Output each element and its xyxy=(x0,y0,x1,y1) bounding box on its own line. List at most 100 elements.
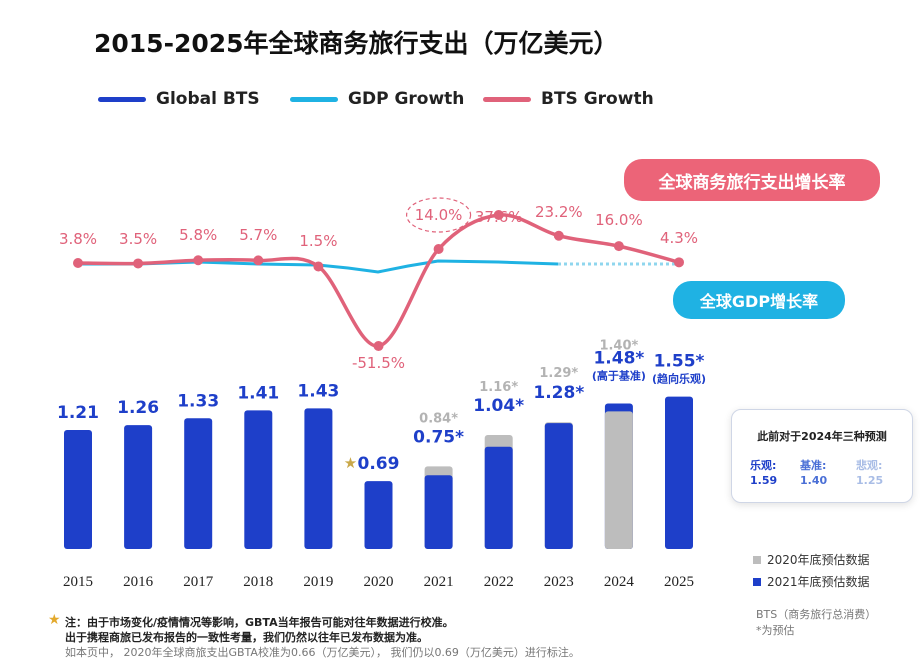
bar-2020 xyxy=(364,481,393,549)
bts-growth-label-2015: 3.8% xyxy=(59,230,97,248)
bar-annotation-2025: (趋向乐观) xyxy=(652,372,706,386)
tick-label-2024: 2024 xyxy=(604,574,635,590)
bts-growth-label-2020: -51.5% xyxy=(352,354,405,372)
bar-value-label-2022: 1.04* xyxy=(473,396,524,416)
tick-label-2023: 2023 xyxy=(544,574,574,590)
bar-2017 xyxy=(184,418,213,549)
legend-label: 2020年底预估数据 xyxy=(767,553,870,567)
note-line-1: 注：由于市场变化/疫情情况等影响，GBTA当年报告可能对往年数据进行校准。 xyxy=(65,616,454,629)
bts-growth-point-2025 xyxy=(674,257,684,268)
bar-value-label-2017: 1.33 xyxy=(177,391,219,411)
scenario-value: 1.59 xyxy=(750,474,778,487)
bts-growth-point-2019 xyxy=(313,261,324,272)
scenario-label: 悲观: xyxy=(856,459,883,472)
tick-label-2018: 2018 xyxy=(243,574,273,590)
chart-title: 2015-2025年全球商务旅行支出（万亿美元） xyxy=(94,29,619,58)
tick-label-2021: 2021 xyxy=(424,574,454,590)
legend-label: BTS Growth xyxy=(541,89,654,109)
legend-label: 2021年底预估数据 xyxy=(767,575,870,589)
bar-2023 xyxy=(544,423,573,549)
bar-legend-2021: 2021年底预估数据 xyxy=(753,573,870,590)
scenario-box: 此前对于2024年三种预测 乐观: 1.59 基准: 1.40 悲观: 1.25 xyxy=(731,409,913,503)
star-icon: ★ xyxy=(48,612,61,628)
star-icon: ★ xyxy=(344,454,357,472)
bts-growth-label-2023: 23.2% xyxy=(535,203,583,221)
bar-value-label-2019: 1.43 xyxy=(297,381,339,401)
bts-growth-point-2018 xyxy=(253,255,264,266)
legend-global-bts: Global BTS xyxy=(98,86,260,112)
bar-2020-label-2023: 1.29* xyxy=(539,366,578,381)
bts-growth-point-2022 xyxy=(493,210,504,220)
legend-swatch xyxy=(483,96,531,102)
scenario-label: 乐观: xyxy=(750,459,777,472)
scenario-pessimistic: 悲观: 1.25 xyxy=(856,458,883,488)
bts-growth-label-2021: 14.0% xyxy=(415,206,463,224)
bar-2015 xyxy=(64,430,92,549)
bar-2021 xyxy=(424,475,453,549)
bts-growth-point-2021 xyxy=(433,244,444,254)
legend-gdp-growth: GDP Growth xyxy=(290,86,464,112)
bts-growth-pill: 全球商务旅行支出增长率 xyxy=(624,159,880,201)
bar-annotation-2024: (高于基准) xyxy=(592,369,646,383)
bts-growth-point-2024 xyxy=(613,241,624,252)
bts-growth-label-2019: 1.5% xyxy=(299,232,337,250)
bts-growth-label-2016: 3.5% xyxy=(119,230,157,248)
bts-growth-point-2015 xyxy=(73,258,83,268)
legend-label: Global BTS xyxy=(156,89,260,109)
scenario-value: 1.25 xyxy=(856,474,884,487)
side-note-bts: BTS（商务旅行总消费） xyxy=(756,608,877,621)
scenario-baseline: 基准: 1.40 xyxy=(800,458,827,488)
legend-bts-growth: BTS Growth xyxy=(483,86,654,112)
bar-2020-label-2022: 1.16* xyxy=(479,380,518,395)
bts-growth-point-2017 xyxy=(193,255,204,266)
legend-label: GDP Growth xyxy=(348,89,465,109)
tick-label-2017: 2017 xyxy=(183,574,214,590)
bar-value-label-2016: 1.26 xyxy=(117,398,159,418)
bar-2018 xyxy=(244,410,273,549)
tick-label-2016: 2016 xyxy=(123,574,154,590)
bar-2025 xyxy=(665,396,693,549)
scenario-label: 基准: xyxy=(800,459,827,472)
bar-2020-label-2021: 0.84* xyxy=(419,411,458,426)
bar-value-label-2018: 1.41 xyxy=(237,383,279,403)
tick-label-2019: 2019 xyxy=(303,574,333,590)
tick-label-2020: 2020 xyxy=(364,574,394,590)
bts-growth-point-2023 xyxy=(553,230,564,241)
bts-growth-label-2017: 5.8% xyxy=(179,226,217,244)
note-line-3: 如本页中， 2020年全球商旅支出GBTA校准为0.66（万亿美元）， 我们仍以… xyxy=(65,646,580,659)
highlight-ellipse-2021 xyxy=(406,197,472,233)
legend-swatch xyxy=(753,555,761,564)
bar-legend-2020: 2020年底预估数据 xyxy=(753,551,870,568)
scenario-optimistic: 乐观: 1.59 xyxy=(750,458,777,488)
bts-growth-point-2016 xyxy=(133,258,144,269)
side-note-estimate: *为预估 xyxy=(756,624,795,637)
bts-growth-point-2020 xyxy=(373,341,384,351)
bts-growth-label-2024: 16.0% xyxy=(595,211,643,229)
bar-value-label-2020: 0.69 xyxy=(358,454,400,474)
bar-value-label-2021: 0.75* xyxy=(413,427,464,447)
bts-growth-label-2025: 4.3% xyxy=(660,229,698,247)
bar-value-label-2015: 1.21 xyxy=(57,403,99,423)
tick-label-2025: 2025 xyxy=(664,574,694,590)
bar-2022 xyxy=(484,446,513,549)
scenario-value: 1.40 xyxy=(800,474,828,487)
bar-2020-label-2024: 1.40* xyxy=(599,339,638,354)
bts-growth-label-2022: 37.6% xyxy=(475,208,523,226)
bts-growth-label-2018: 5.7% xyxy=(239,226,277,244)
legend-swatch xyxy=(290,96,338,102)
bar-value-label-2024: 1.48* xyxy=(593,349,644,369)
bar-value-label-2025: 1.55* xyxy=(654,352,705,372)
scenario-title: 此前对于2024年三种预测 xyxy=(757,430,887,443)
legend-swatch xyxy=(753,577,761,586)
tick-label-2015: 2015 xyxy=(63,574,93,590)
bar-2020-estimate-2024-front xyxy=(604,411,633,549)
gdp-growth-pill: 全球GDP增长率 xyxy=(673,281,845,319)
bar-2019 xyxy=(304,408,333,549)
bar-2016 xyxy=(124,425,153,549)
legend-swatch xyxy=(98,96,146,102)
tick-label-2022: 2022 xyxy=(484,574,514,590)
note-line-2: 出于携程商旅已发布报告的一致性考量，我们仍然以往年已发布数据为准。 xyxy=(65,631,428,644)
bts-growth-line xyxy=(77,213,680,348)
bar-value-label-2023: 1.28* xyxy=(533,383,584,403)
